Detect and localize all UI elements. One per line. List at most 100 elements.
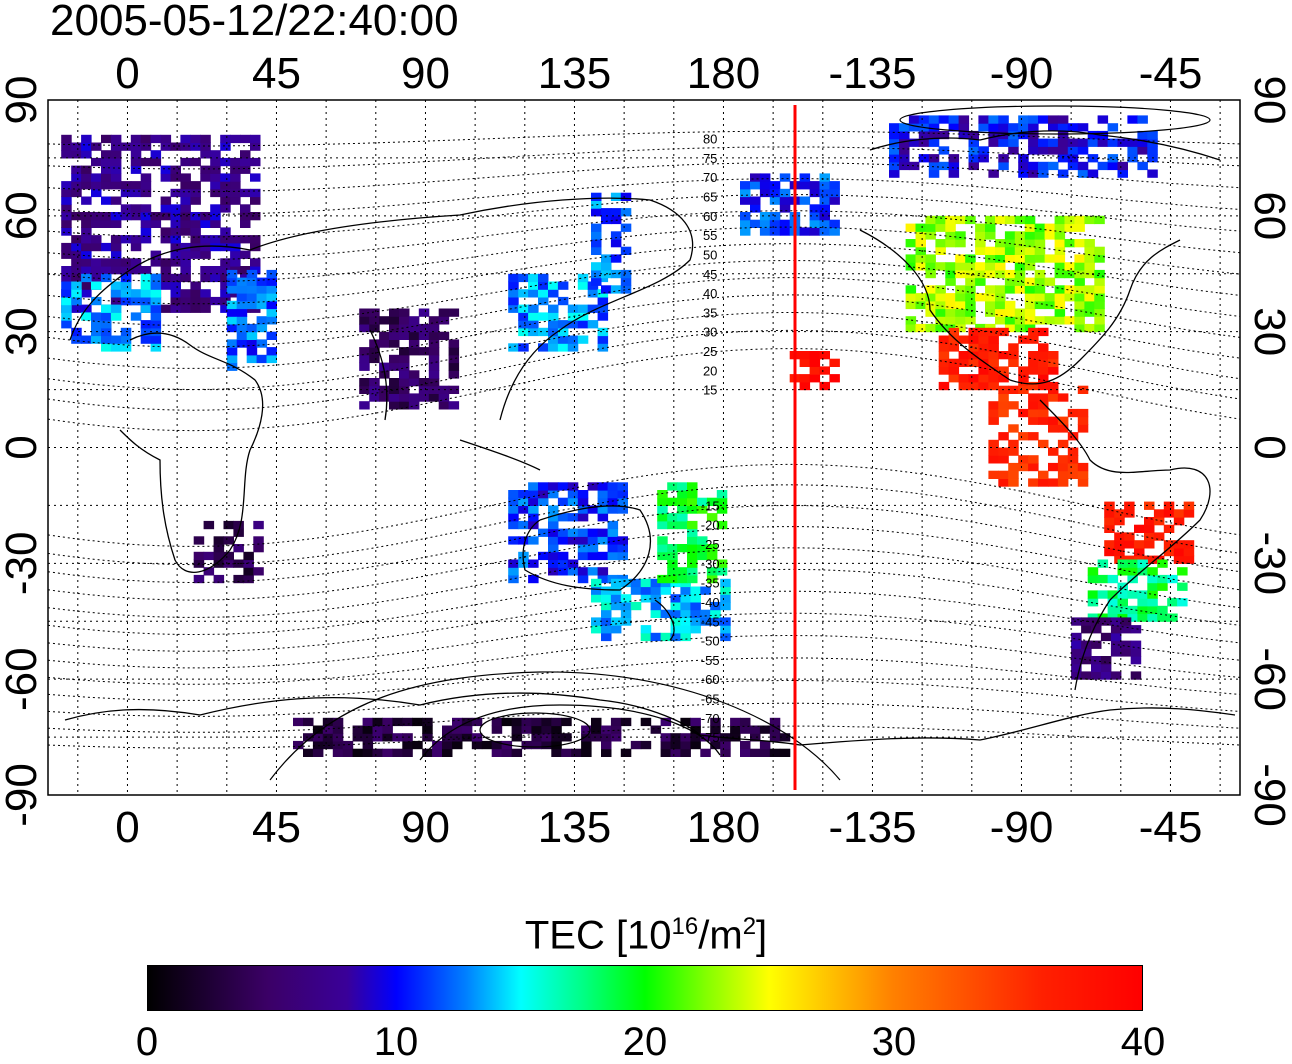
tec-cell: [557, 536, 569, 545]
tec-cell: [428, 354, 440, 364]
tec-cell: [210, 296, 221, 306]
tec-cell: [657, 544, 668, 553]
tec-cell: [399, 370, 410, 379]
tec-region: [61, 134, 261, 313]
tec-cell: [190, 157, 201, 167]
tec-cell: [620, 609, 632, 618]
tec-cell: [101, 212, 112, 221]
tec-cell: [581, 740, 592, 750]
tec-cell: [1038, 408, 1049, 418]
tec-cell: [975, 293, 986, 302]
tec-cell: [945, 223, 956, 232]
tec-cell: [256, 354, 268, 364]
tec-cell: [1034, 285, 1046, 294]
tec-cell: [332, 748, 344, 757]
tec-cell: [948, 366, 960, 375]
tec-cell: [799, 374, 811, 383]
tec-cell: [160, 304, 172, 313]
tec-cell: [1107, 574, 1119, 584]
tec-cell: [799, 173, 811, 182]
tec-cell: [601, 285, 612, 294]
tec-cell: [988, 401, 999, 410]
x-tick-top: -45: [1139, 49, 1203, 98]
tec-cell: [220, 304, 231, 313]
tec-cell: [819, 212, 830, 221]
tec-cell: [829, 181, 840, 190]
tec-cell: [508, 574, 519, 584]
tec-cell: [1028, 138, 1039, 147]
tec-cell: [91, 273, 102, 283]
tec-cell: [120, 281, 132, 290]
tec-cell: [101, 196, 112, 205]
tec-cell: [1057, 123, 1069, 132]
tec-cell: [81, 258, 92, 267]
tec-cell: [750, 173, 761, 182]
tec-cell: [577, 304, 589, 313]
tec-cell: [591, 277, 602, 286]
x-tick-top: 135: [538, 49, 611, 98]
tec-cell: [240, 219, 251, 228]
tec-cell: [677, 505, 688, 514]
tec-cell: [819, 181, 830, 190]
tec-cell: [481, 740, 493, 750]
tec-cell: [61, 312, 72, 321]
tec-cell: [236, 277, 248, 286]
tec-cell: [690, 594, 701, 603]
tec-cell: [538, 327, 549, 337]
tec-cell: [110, 258, 122, 267]
tec-cell: [1100, 632, 1112, 642]
tec-cell: [428, 339, 440, 348]
tec-cell: [359, 362, 370, 371]
mlat-contour: [48, 194, 1240, 238]
axis-ticks: 0 45 90 135 180 -135 -90 -450 45 90 135 180 -135 -90-…: [0, 49, 1292, 852]
tec-cell: [1183, 509, 1195, 518]
tec-cell: [687, 528, 698, 537]
tec-cell: [620, 285, 632, 294]
tec-cell: [1014, 308, 1026, 317]
tec-cell: [548, 320, 559, 329]
tec-cell: [1077, 146, 1089, 155]
tec-cell: [71, 266, 82, 275]
tec-cell: [220, 289, 231, 298]
tec-cell: [332, 725, 344, 734]
tec-cell: [899, 146, 910, 155]
tec-cell: [551, 725, 562, 734]
tec-cell: [1130, 656, 1142, 665]
tec-cell: [236, 323, 248, 333]
tec-cell: [657, 497, 668, 506]
tec-cell: [150, 296, 162, 306]
tec-cell: [1100, 617, 1112, 626]
tec-cell: [1074, 254, 1085, 263]
tec-cell: [170, 188, 181, 198]
tec-cell: [230, 250, 241, 259]
tec-cell: [650, 725, 662, 734]
tec-cell: [150, 150, 162, 159]
tec-cell: [240, 235, 251, 244]
tec-cell: [422, 717, 433, 727]
tec-cell: [193, 551, 205, 561]
tec-map: 8075706560555045403530252015-15-20-25-30…: [0, 49, 1292, 852]
tec-cell: [657, 536, 668, 545]
tec-cell: [130, 188, 142, 198]
tec-cell: [210, 273, 221, 283]
tec-cell: [1127, 146, 1138, 155]
tec-cell: [541, 717, 552, 727]
tec-cell: [511, 725, 523, 734]
tec-cell: [687, 559, 698, 568]
tec-cell: [935, 293, 946, 302]
tec-cell: [1124, 540, 1135, 549]
contour-label: -15: [701, 498, 720, 513]
tec-cell: [246, 269, 258, 279]
tec-cell: [819, 381, 830, 391]
tec-cell: [213, 559, 225, 568]
tec-cell: [601, 586, 612, 595]
tec-cell: [1038, 161, 1049, 171]
tec-cell: [610, 725, 622, 734]
tec-cell: [150, 212, 162, 221]
tec-cell: [1117, 598, 1128, 607]
tec-cell: [101, 219, 112, 228]
tec-cell: [1117, 169, 1128, 178]
tec-cell: [180, 157, 191, 167]
tec-cell: [620, 246, 632, 255]
tec-cell: [1153, 532, 1165, 541]
